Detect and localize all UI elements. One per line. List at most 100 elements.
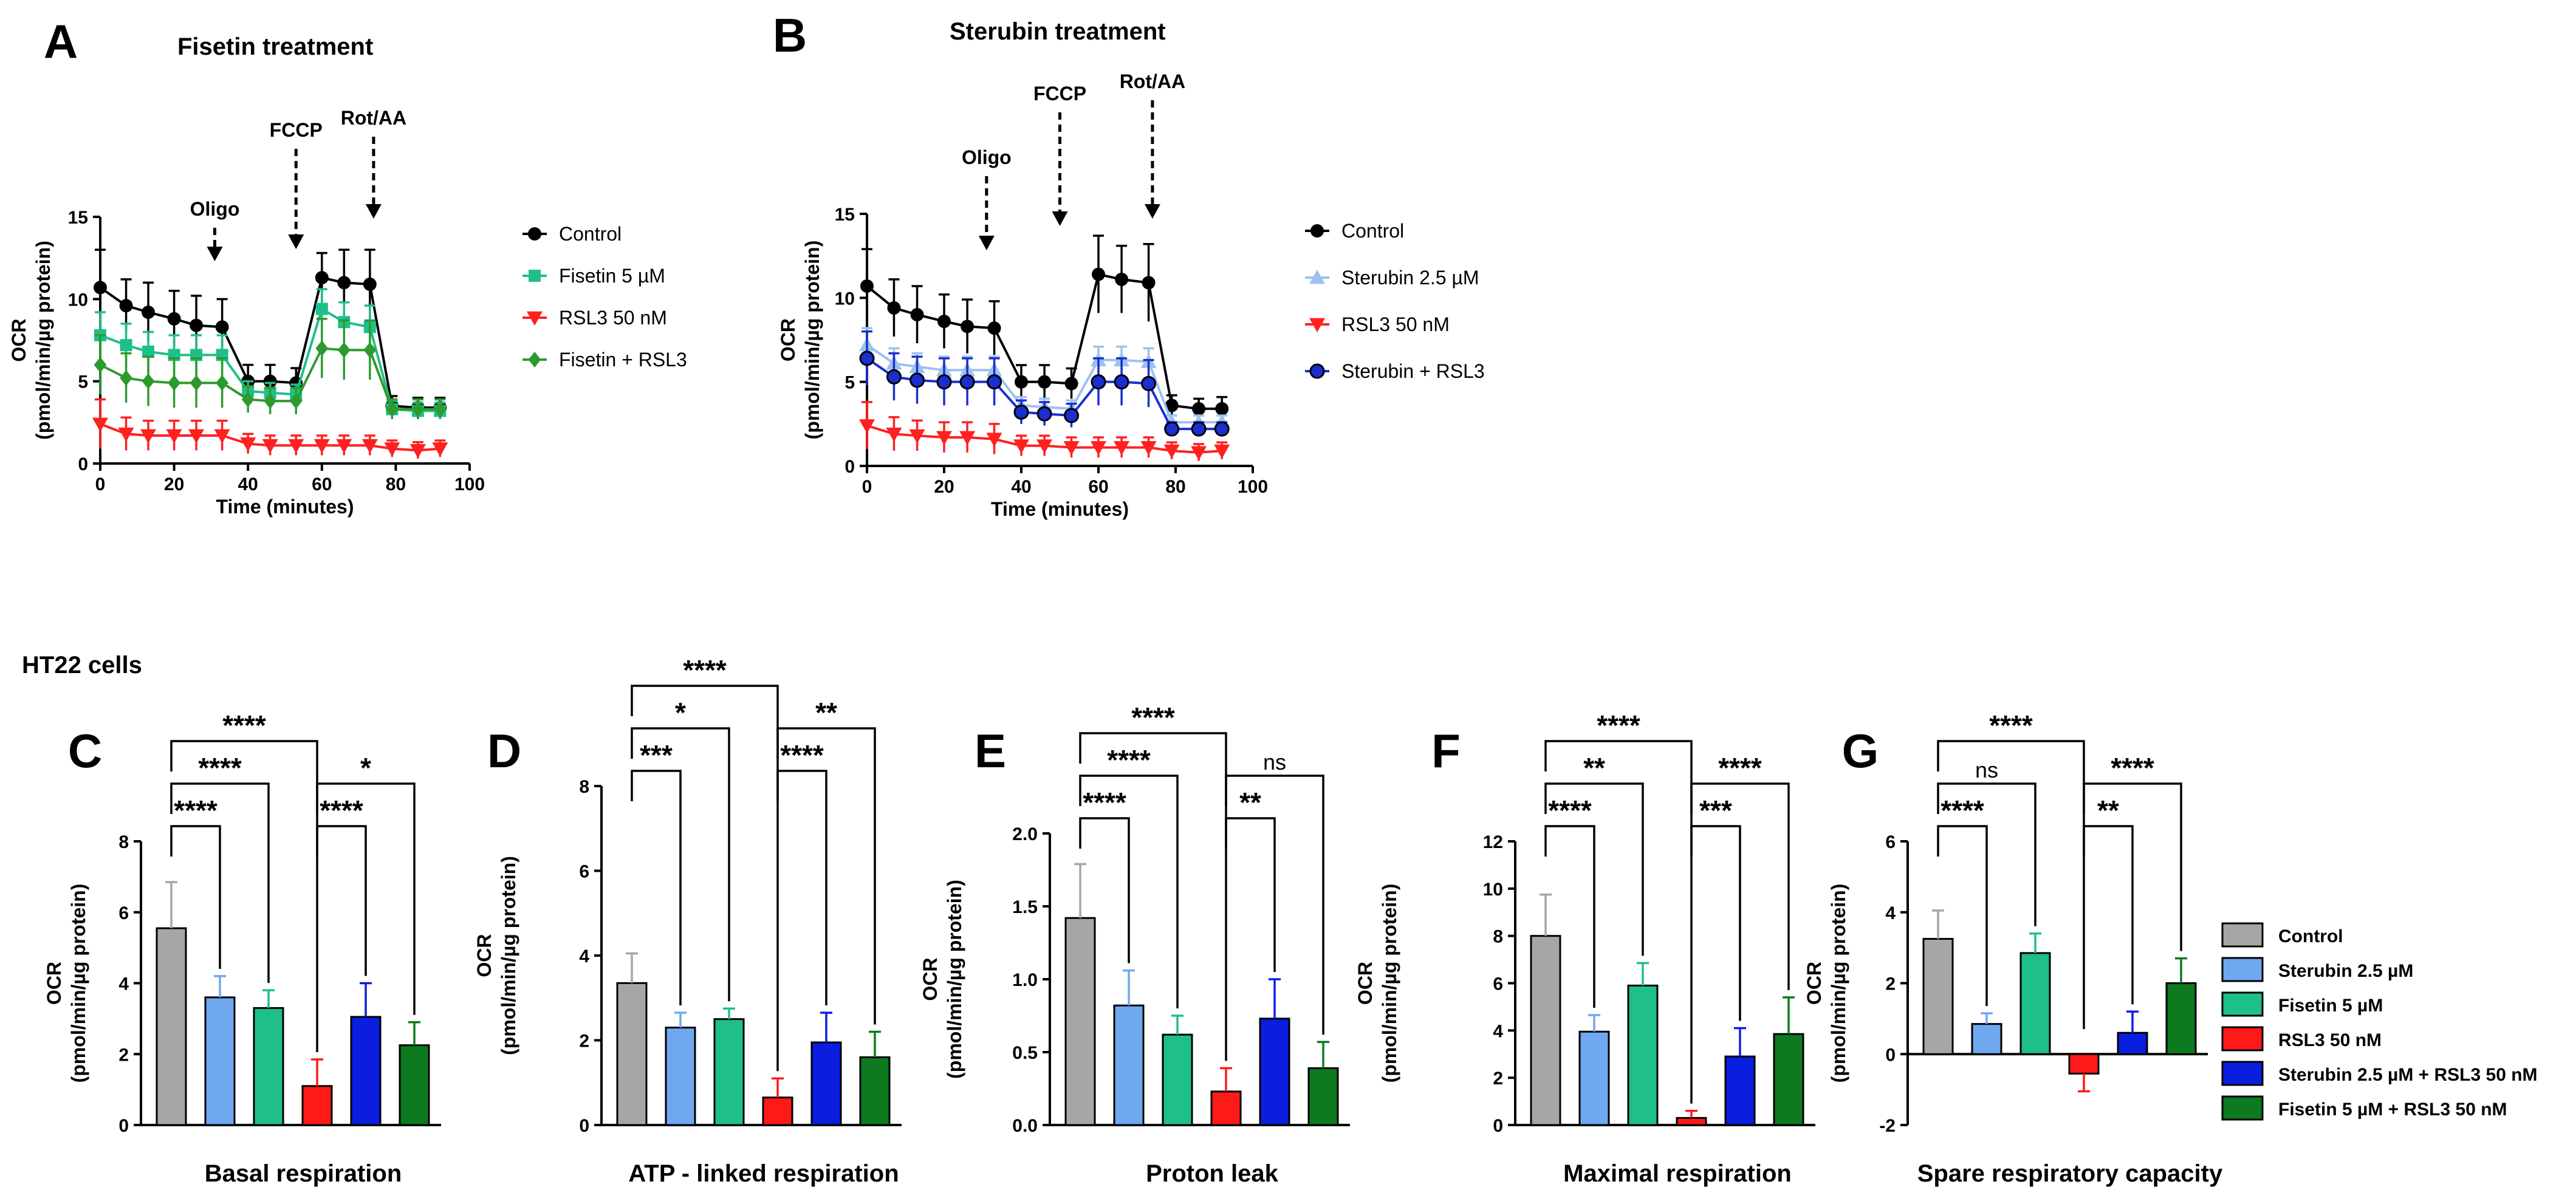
panel-b-point [1038,375,1052,389]
panel-a-point [140,429,157,443]
panel-g-ytick-label: 2 [1885,974,1896,994]
panel-d-bracket-0 [631,770,682,1006]
panel-d-bar-1 [665,1027,696,1126]
panel-f-bar-0 [1530,935,1561,1126]
panel-a-point [94,281,107,295]
panel-b-point [1142,276,1156,290]
panel-f: F 0 2 4 6 8 10 12 OCR (pmol/min/µg protein) Maxima… [1354,710,1815,1187]
panel-b-point [909,429,925,444]
panel-a-annotation-rot-aa: Rot/AA [341,107,406,129]
panel-b-ytick-label: 5 [844,373,855,393]
panel-e-xlabel: Proton leak [1146,1160,1279,1187]
panel-c-ytick-label: 6 [118,903,129,923]
panel-e-ytick-label: 0.5 [1012,1043,1038,1063]
panel-a-ytick-label: 10 [68,290,88,310]
panel-e-letter: E [975,724,1006,778]
panel-b-xtick-label: 60 [1088,477,1108,497]
panel-a-point [216,375,229,391]
panel-b-point [987,321,1001,335]
panel-c-letter: C [68,724,102,778]
panel-f-ylabel-0: OCR [1354,962,1376,1005]
panel-e-significance-label: **** [1131,702,1175,733]
panel-d-bracket-2 [631,685,779,1072]
panel-a-title: Fisetin treatment [177,33,373,60]
panel-d-ytick-label: 6 [579,862,589,882]
panel-g-significance-label: **** [1989,710,2033,741]
panel-a-point [411,401,425,417]
panel-g-letter: G [1842,724,1879,778]
panel-a-point [118,427,134,442]
panel-a-point [215,320,229,334]
panel-b-annotation-oligo: Oligo [962,146,1012,168]
panel-f-letter: F [1431,724,1461,778]
panel-a-legend-marker [528,227,541,241]
panel-e-bar-5 [1307,1067,1339,1126]
panel-b-point [1015,375,1028,389]
panel-g-bar-1 [1971,1023,2002,1055]
panel-b-point [1064,408,1080,423]
panel-c-bracket-3 [316,825,367,976]
panel-a-ytick-label: 15 [68,208,88,228]
panel-c-bar-5 [399,1044,430,1126]
panel-b-point [1036,439,1053,454]
panel-a-point [313,439,330,454]
bar-legend-swatch [2221,922,2264,948]
panel-c-bar-1 [204,996,236,1126]
panel-b-point [1214,444,1230,459]
panel-a-point [363,277,377,291]
panel-f-bar-5 [1773,1033,1804,1126]
panel-b-point [1013,404,1029,420]
panel-g-ylabel-1: (pmol/min/µg protein) [1828,884,1849,1083]
panel-b-point [937,315,951,329]
panel-b-point [860,279,874,293]
panel-b-point [1164,421,1180,437]
panel-d-bar-2 [713,1018,745,1126]
panel-d-ytick-label: 8 [579,777,589,797]
panel-a-point [315,271,329,285]
panel-b-xtick-label: 80 [1165,477,1185,497]
panel-c-bar-2 [253,1007,284,1126]
panel-b-letter: B [773,9,807,62]
panel-c-bar-4 [350,1016,382,1126]
panel-a-point [168,375,180,391]
panel-a-point [94,357,107,373]
panel-a-series-2 [92,398,448,459]
panel-b-point [1141,375,1157,391]
panel-e-bar-2 [1162,1033,1193,1126]
panel-g-significance-label: **** [2111,752,2154,784]
panel-a-point [384,442,400,457]
panel-b-annotation-rot-aa: Rot/AA [1120,70,1185,92]
panel-b-point [959,431,976,445]
panel-b-ylabel-0: OCR [777,318,799,361]
panel-a-point [166,429,182,443]
panel-d: D 0 2 4 6 8 OCR (pmol/min/µg protein) ATP - link… [473,654,902,1187]
panel-a-ylabel-1: (pmol/min/µg protein) [32,241,54,440]
panel-g-xlabel: Spare respiratory capacity [1917,1160,2223,1187]
panel-f-significance-label: **** [1597,710,1640,741]
bar-legend-label: Fisetin 5 µM [2278,996,2383,1016]
panel-f-significance-label: **** [1548,795,1592,826]
panel-e-ytick-label: 2.0 [1012,824,1038,844]
panel-b-point [1140,441,1157,456]
panel-c-bracket-4 [316,782,416,1015]
panel-e-bracket-3 [1225,817,1276,972]
panel-a-annotation-fccp: FCCP [270,119,323,141]
panel-e-bar-0 [1064,917,1096,1126]
panel-d-ytick-label: 2 [579,1031,589,1052]
panel-b-annotation-arrowhead [978,236,995,250]
panel-c-significance-label: **** [174,795,218,826]
panel-e-significance-label: ** [1239,787,1261,818]
panel-f-ytick-label: 8 [1493,927,1503,947]
bar-legend-label: RSL3 50 nM [2278,1030,2382,1050]
panel-f-significance-label: ** [1583,752,1605,784]
panel-c-ytick-label: 0 [118,1116,129,1136]
bar-legend-label: Sterubin 2.5 µM + RSL3 50 nM [2278,1065,2538,1085]
panel-b-point [936,374,952,390]
panel-b-point [1114,374,1129,390]
panel-b-xlabel: Time (minutes) [991,498,1129,520]
panel-d-bracket-3 [776,770,827,1006]
panel-a-point [263,374,277,388]
panel-b-point [859,419,875,434]
panel-e-bracket-4 [1225,775,1324,1035]
panel-e: E 0.0 0.5 1.0 1.5 2.0 OCR (pmol/min/µg protein)… [919,702,1350,1187]
